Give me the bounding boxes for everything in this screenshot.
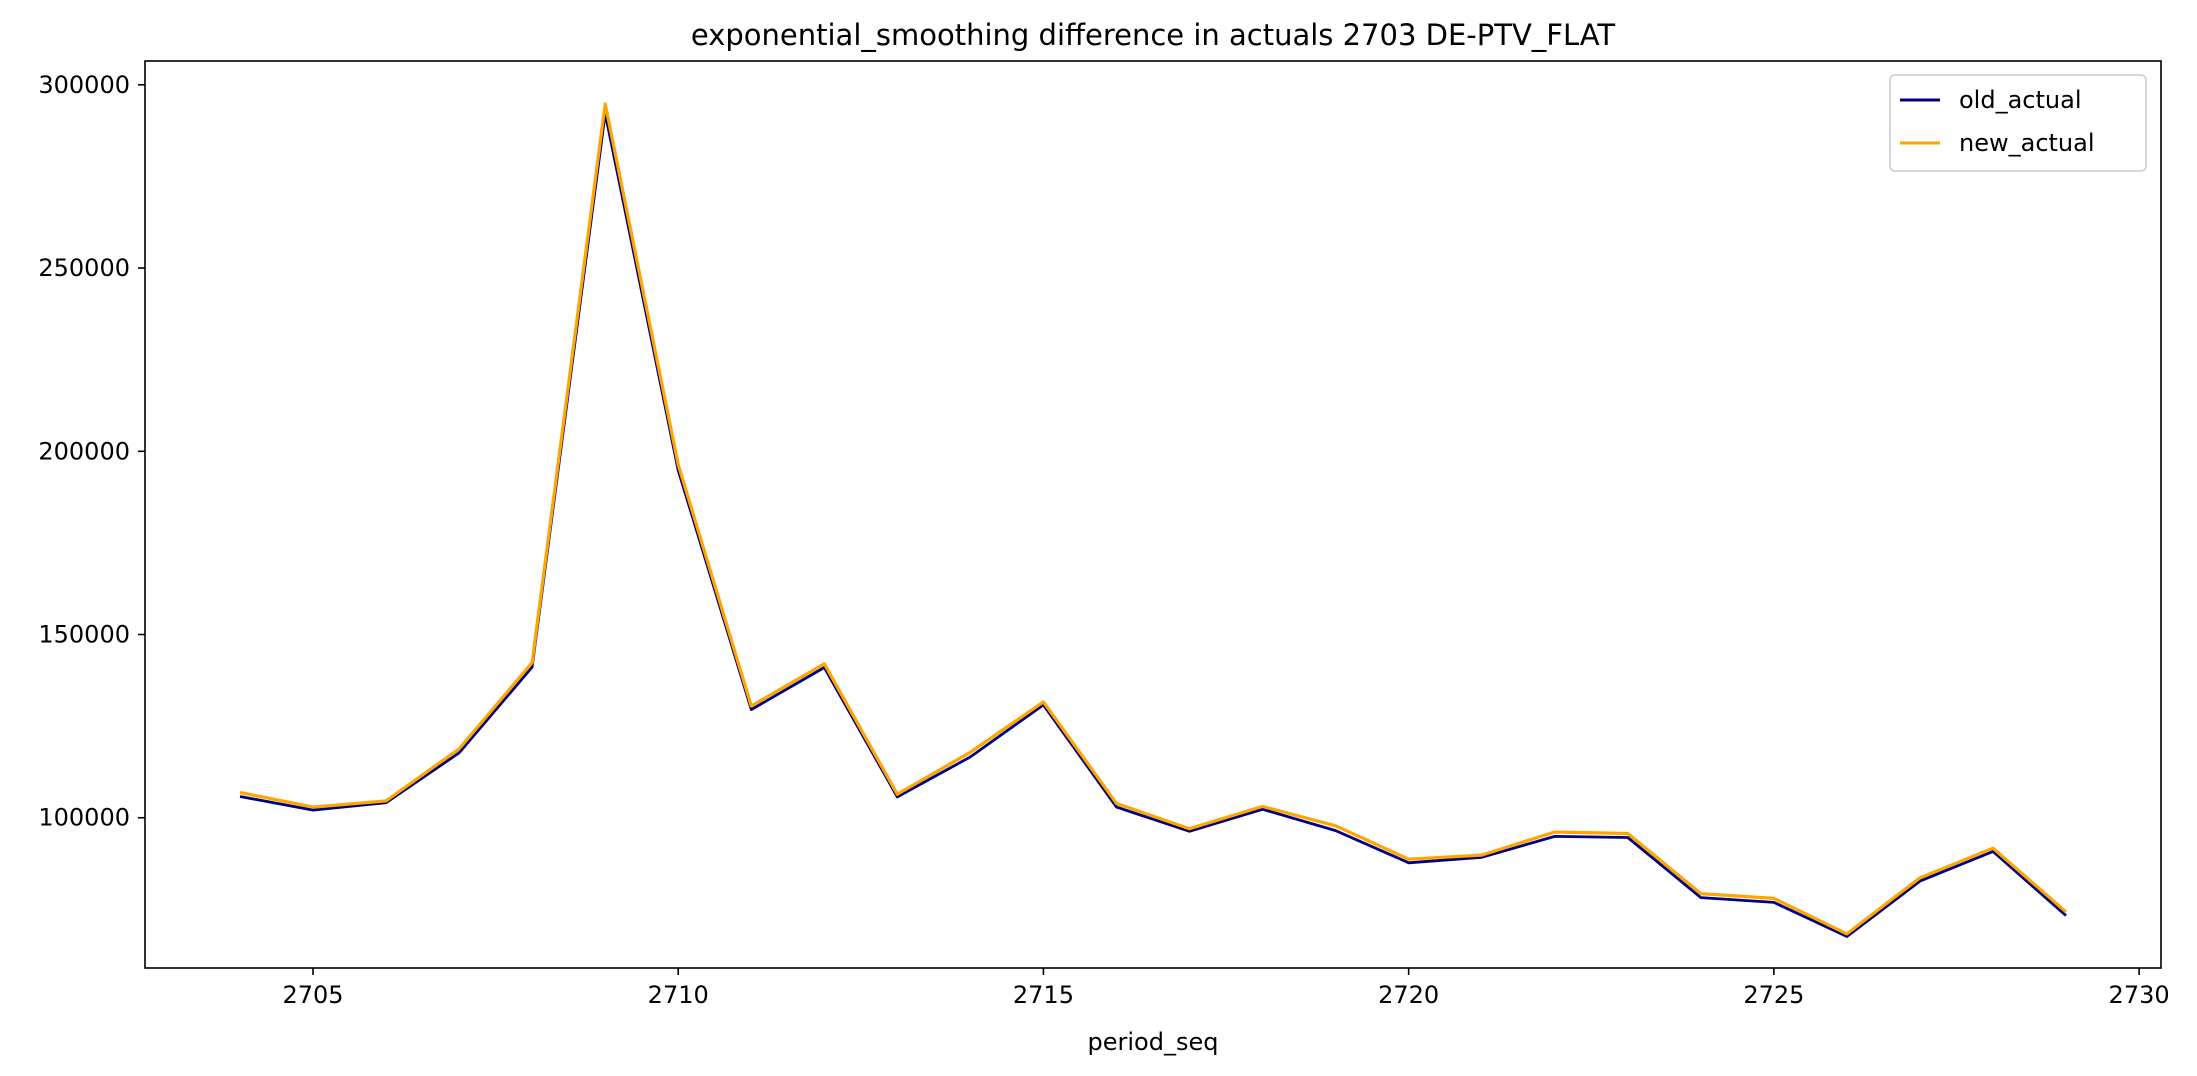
x-tick-label: 2715: [1013, 981, 1074, 1009]
series-line-new_actual: [239, 102, 2068, 936]
y-tick-label: 250000: [38, 254, 130, 282]
legend-label-old_actual: old_actual: [1959, 86, 2081, 114]
x-tick-label: 2720: [1378, 981, 1439, 1009]
plot-frame: [144, 60, 2162, 969]
legend: old_actual new_actual: [1889, 74, 2147, 172]
y-tick-label: 100000: [38, 804, 130, 832]
series-line-old_actual: [239, 112, 2067, 938]
x-tick-label: 2705: [282, 981, 343, 1009]
y-axis: 100000 150000 200000 250000 300000: [38, 71, 145, 832]
x-axis-label: period_seq: [1088, 1028, 1219, 1056]
x-axis: 2705 2710 2715 2720 2725 2730: [282, 968, 2170, 1009]
legend-frame: [1889, 74, 2147, 172]
chart-title: exponential_smoothing difference in actu…: [691, 18, 1616, 52]
x-tick-label: 2710: [648, 981, 709, 1009]
x-tick-label: 2730: [2109, 981, 2170, 1009]
y-tick-label: 200000: [38, 437, 130, 465]
legend-label-new_actual: new_actual: [1959, 129, 2095, 157]
plot-area: [144, 60, 2162, 969]
x-tick-label: 2725: [1743, 981, 1804, 1009]
y-tick-label: 150000: [38, 621, 130, 649]
y-tick-label: 300000: [38, 71, 130, 99]
